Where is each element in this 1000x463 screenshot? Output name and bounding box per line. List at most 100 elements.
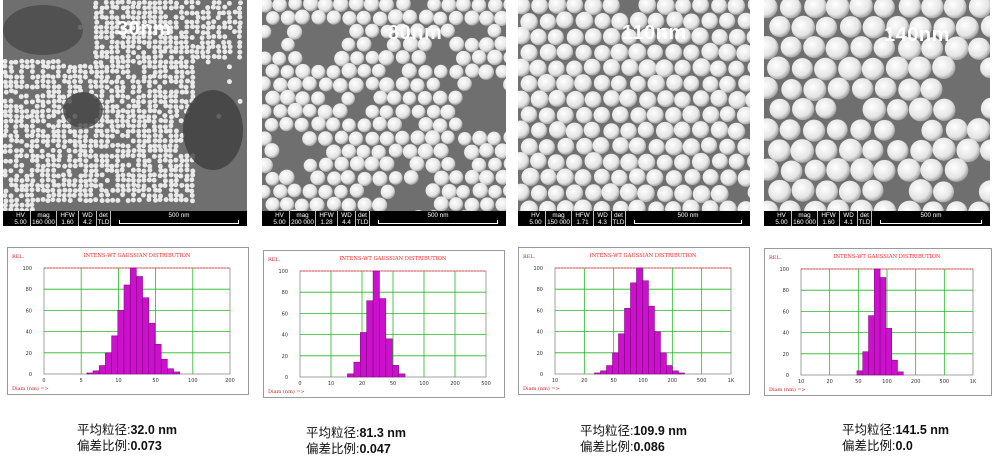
mean-size-value: 109.9 nm [633, 424, 687, 438]
histogram-bar [160, 358, 168, 375]
databar-working-distance-value: 4.4 mm [342, 219, 351, 226]
databar-magnification-label: mag [296, 212, 309, 219]
databar-working-distance-label: WD [597, 212, 608, 219]
databar-detector: det TLD [356, 211, 370, 226]
deviation-label: 偏差比例: [842, 439, 896, 453]
y-tick-label: 0 [786, 373, 789, 379]
y-tick-label: 60 [26, 308, 32, 314]
deviation-label: 偏差比例: [306, 442, 360, 456]
x-tick-label: 100 [419, 381, 429, 387]
y-tick-label: 60 [537, 308, 543, 314]
histogram-y-axis-label: REL. [523, 254, 536, 260]
size-stats: 平均粒径:141.5 nm 偏差比例:0.0 [842, 422, 949, 454]
databar-working-distance: WD4.3 mm [594, 211, 612, 226]
y-tick-label: 100 [779, 267, 789, 273]
sem-size-label: 80nm [388, 22, 443, 44]
sem-databar: HV5.00 kVmag200 000 xHFW1.28 µmWD4.4 mmd… [262, 211, 506, 226]
databar-working-distance-label: WD [843, 212, 854, 219]
histogram-bar [606, 365, 613, 375]
x-tick-label: 500 [481, 381, 491, 387]
histogram-title: INTENS-WT GAUSSIAN DISTRIBUTION [340, 256, 447, 262]
histogram-bar [612, 352, 619, 375]
scale-bar-label: 500 nm [427, 212, 449, 219]
histogram-bar [678, 372, 685, 375]
y-tick-label: 80 [26, 287, 32, 293]
histogram-y-axis-label: REL. [769, 255, 782, 261]
databar-hv-label: HV [16, 212, 25, 219]
databar-detector-label: det [860, 212, 869, 219]
histogram-bar [672, 370, 679, 375]
size-stats: 平均粒径:81.3 nm 偏差比例:0.047 [306, 425, 406, 457]
databar-detector: det TLD [97, 211, 111, 226]
histogram-bar [385, 338, 393, 378]
histogram-bar [654, 331, 661, 375]
x-tick-label: 50 [390, 381, 396, 387]
histogram-bar [862, 351, 869, 376]
y-tick-label: 40 [783, 331, 789, 337]
scale-bar: 500 nm [374, 211, 502, 226]
scale-bar-label: 500 nm [920, 212, 942, 219]
x-tick-label: 20 [359, 381, 365, 387]
databar-hv: HV5.00 kV [270, 211, 290, 226]
deviation-value: 0.047 [359, 442, 391, 456]
y-tick-label: 100 [278, 269, 288, 275]
mean-size-label: 平均粒径: [77, 423, 131, 437]
histogram-bar [891, 359, 898, 376]
particles [518, 0, 750, 219]
y-tick-label: 80 [537, 287, 543, 293]
y-tick-label: 40 [282, 333, 288, 339]
databar-detector-value: TLD [356, 219, 369, 226]
databar-working-distance-label: WD [341, 212, 352, 219]
x-tick-label: 10 [798, 379, 804, 385]
mean-size-label: 平均粒径: [842, 423, 896, 437]
x-tick-label: 10 [328, 381, 334, 387]
histogram: INTENS-WT GAUSSIAN DISTRIBUTIONREL.10080… [769, 254, 977, 393]
y-tick-label: 40 [26, 330, 32, 336]
databar-horizontal-field-width-value: 1.28 µm [320, 219, 333, 226]
x-tick-label: 0 [298, 381, 301, 387]
databar-hv-value: 5.00 kV [273, 219, 286, 226]
histogram-bar [111, 335, 119, 375]
databar-detector-value: TLD [97, 219, 110, 226]
x-tick-label: 100 [882, 379, 892, 385]
histogram-bar [379, 298, 387, 378]
x-tick-label: 1K [970, 379, 977, 385]
databar-detector-label: det [99, 212, 108, 219]
histogram-title: INTENS-WT GAUSSIAN DISTRIBUTION [590, 253, 697, 259]
mean-size-value: 141.5 nm [895, 423, 949, 437]
y-tick-label: 0 [540, 372, 543, 378]
databar-detector-label: det [614, 212, 623, 219]
sample-panel-140nm: 140nm HV5.00 kVmag160 000 xHFW1.60 µmWD4… [764, 0, 996, 463]
histogram-bar [353, 361, 361, 378]
scale-bar-label: 500 nm [677, 212, 699, 219]
histogram-bar [874, 268, 881, 376]
sem-databar: HV5.00 kVmag150 000 xHFW1.71 µmWD4.3 mmd… [518, 211, 750, 226]
mean-size-label: 平均粒径: [580, 424, 634, 438]
sem-image [3, 0, 247, 226]
histogram-bar [897, 371, 904, 376]
x-tick-label: 0 [42, 378, 45, 384]
histogram-bar [366, 300, 374, 378]
size-stats: 平均粒径:32.0 nm 偏差比例:0.073 [77, 422, 177, 454]
databar-working-distance-value: 4.2 mm [83, 219, 92, 226]
sem-micrograph: 140nm HV5.00 kVmag160 000 xHFW1.60 µmWD4… [764, 0, 990, 226]
histogram-bar [636, 267, 643, 375]
databar-magnification-value: 160 000 x [32, 219, 55, 226]
databar-detector-value: TLD [858, 219, 871, 226]
databar-working-distance-value: 4.3 mm [598, 219, 607, 226]
sample-panel-80nm: 80nm HV5.00 kVmag200 000 xHFW1.28 µmWD4.… [262, 0, 512, 463]
databar-hv: HV5.00 kV [772, 211, 792, 226]
scale-bar-line [880, 220, 982, 224]
deviation-value: 0.073 [130, 439, 162, 453]
histogram-bar [98, 365, 106, 375]
databar-magnification-label: mag [552, 212, 565, 219]
databar-working-distance-value: 4.1 mm [844, 219, 853, 226]
size-distribution-chart: INTENS-WT GAUSSIAN DISTRIBUTION REL. 100 80… [263, 250, 505, 398]
histogram-bar [148, 322, 156, 375]
histogram-bar [630, 282, 637, 375]
histogram-y-axis-label: REL. [268, 257, 281, 263]
histogram-x-axis-label: Diam (nm) => [769, 386, 806, 393]
